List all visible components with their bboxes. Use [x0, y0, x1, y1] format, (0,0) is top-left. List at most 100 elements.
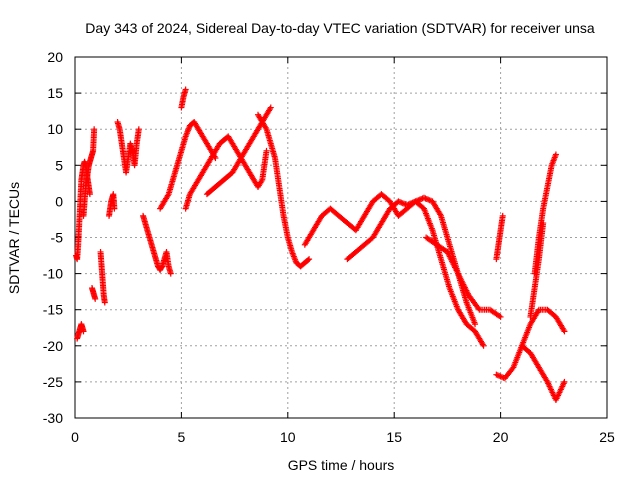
- marker: [497, 313, 504, 320]
- data-point: [378, 207, 393, 227]
- data-point: [361, 235, 375, 248]
- data-point: [212, 181, 222, 190]
- data-point: [561, 378, 568, 385]
- y-tick-label: 5: [55, 157, 63, 173]
- y-tick-label: 15: [47, 85, 63, 101]
- data-point: [163, 248, 172, 268]
- series-segment-6: [106, 191, 118, 219]
- grid-layer: [75, 57, 607, 418]
- data-point: [361, 199, 376, 219]
- series-segment-3: [80, 126, 98, 219]
- marker: [101, 299, 108, 306]
- data-point: [455, 270, 471, 297]
- marker: [91, 126, 98, 133]
- marker: [80, 328, 87, 335]
- data-point: [280, 212, 291, 239]
- data-point: [182, 124, 193, 140]
- data-point: [118, 140, 127, 160]
- data-point: [518, 322, 533, 349]
- data-point: [446, 285, 461, 312]
- data-point: [111, 205, 118, 212]
- data-point: [544, 163, 555, 190]
- series-segment-13: [255, 111, 313, 270]
- y-tick-label: 20: [47, 49, 63, 65]
- marker: [499, 212, 506, 219]
- data-point: [423, 234, 439, 247]
- data-point: [510, 344, 525, 371]
- data-point: [91, 126, 98, 133]
- y-tick-label: -15: [43, 302, 63, 318]
- marker: [561, 328, 568, 335]
- data-point: [127, 140, 136, 153]
- data-point: [242, 142, 252, 154]
- y-tick-label: -5: [51, 230, 64, 246]
- marker: [86, 191, 93, 198]
- data-point: [395, 198, 409, 208]
- x-tick-label: 5: [178, 429, 186, 445]
- data-point: [98, 263, 106, 283]
- data-point: [465, 292, 482, 312]
- data-point: [561, 328, 568, 335]
- y-tick-label: 0: [55, 193, 63, 209]
- data-point: [165, 178, 176, 198]
- data-point: [195, 170, 205, 183]
- data-point: [289, 248, 299, 265]
- marker: [92, 295, 99, 302]
- marker: [306, 256, 313, 263]
- data-point: [552, 313, 567, 333]
- data-point: [444, 248, 461, 276]
- data-point: [259, 149, 270, 183]
- y-tick-label: -25: [43, 374, 63, 390]
- data-point: [174, 149, 184, 169]
- tick-label-layer: 0 5 10 15 20 25 -30 -25 -20 -15 -10 -5 0 5 10 15 20: [43, 49, 615, 445]
- data-point: [501, 365, 516, 382]
- data-point: [493, 371, 507, 381]
- data-point: [438, 212, 453, 247]
- data-point: [527, 286, 538, 320]
- data-point: [186, 185, 197, 198]
- data-point: [133, 127, 142, 147]
- series-segment-18: [493, 306, 568, 382]
- data-point: [352, 214, 367, 234]
- data-point: [306, 256, 313, 263]
- data-point: [92, 295, 99, 302]
- data-point: [203, 156, 214, 169]
- data-point: [276, 183, 287, 218]
- series-segment-7: [114, 118, 142, 176]
- x-tick-label: 0: [71, 429, 79, 445]
- data-point: [412, 198, 426, 211]
- marker: [480, 342, 487, 349]
- data-point: [165, 263, 174, 276]
- data-point: [463, 299, 478, 326]
- data-point: [199, 133, 210, 146]
- data-point: [548, 153, 559, 169]
- data-point: [486, 306, 503, 320]
- data-point: [255, 178, 265, 190]
- marker: [135, 126, 142, 133]
- y-tick-label: -10: [43, 266, 63, 282]
- series-segment-11: [182, 133, 270, 212]
- data-point: [135, 126, 142, 133]
- data-point: [493, 243, 502, 263]
- data-point-layer: [73, 86, 568, 403]
- series-segment-17: [493, 212, 506, 263]
- data-point: [203, 140, 214, 153]
- data-point: [195, 126, 205, 138]
- data-point: [301, 228, 316, 248]
- data-point: [246, 134, 256, 147]
- marker: [111, 205, 118, 212]
- data-point: [495, 228, 504, 248]
- series-segment-19: [518, 342, 568, 403]
- x-tick-label: 25: [599, 429, 615, 445]
- data-point: [80, 328, 87, 335]
- marker: [472, 321, 479, 328]
- data-point: [499, 212, 506, 219]
- data-point: [433, 241, 450, 255]
- data-point: [263, 147, 270, 154]
- y-tick-label: -30: [43, 410, 63, 426]
- data-point: [497, 214, 506, 234]
- data-point: [169, 163, 180, 183]
- y-axis-label: SDTVAR / TECUs: [6, 182, 22, 294]
- data-point: [535, 221, 546, 263]
